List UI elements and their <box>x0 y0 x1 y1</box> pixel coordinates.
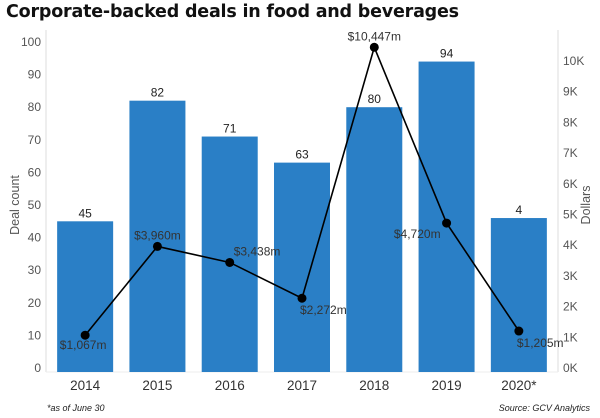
y-tick-label: 0 <box>34 361 41 375</box>
y2-tick-label: 10K <box>563 54 584 68</box>
bar <box>490 218 547 372</box>
y-tick-label: 40 <box>28 231 42 245</box>
y-tick-label: 10 <box>28 328 42 342</box>
bar-value-label: 82 <box>151 86 165 100</box>
dollar-point-label: $3,438m <box>234 244 281 258</box>
y-tick-label: 30 <box>28 263 42 277</box>
y2-tick-label: 0K <box>563 361 578 375</box>
x-tick-label: 2016 <box>215 378 245 393</box>
dollar-point <box>225 257 235 267</box>
y-tick-label: 60 <box>28 165 42 179</box>
dollar-point-label: $4,720m <box>394 227 441 241</box>
dollar-point-label: $3,960m <box>134 228 181 242</box>
dollar-point <box>369 42 379 52</box>
y2-tick-label: 1K <box>563 330 578 344</box>
x-tick-label: 2014 <box>70 378 101 393</box>
x-tick-label: 2020* <box>501 378 537 393</box>
dollar-point <box>152 241 162 251</box>
x-tick-label: 2017 <box>287 378 317 393</box>
y2-tick-label: 4K <box>563 238 578 252</box>
y2-tick-label: 2K <box>563 300 578 314</box>
y-tick-label: 80 <box>28 100 42 114</box>
y2-tick-label: 9K <box>563 85 578 99</box>
y2-tick-label: 8K <box>563 115 578 129</box>
labels: 45 82 71 63 80 94 4 $1,067m $3,960m $3,438m $2,272… <box>60 29 564 352</box>
axes: 0 10 20 30 40 50 60 70 80 90 100 0K 1K 2K 3K 4K 5K 6K 7K 8K… <box>8 30 593 393</box>
dollar-point-label: $2,272m <box>300 303 347 317</box>
y2-tick-label: 6K <box>563 177 578 191</box>
dollar-point <box>80 330 90 340</box>
bar-value-label: 80 <box>368 92 382 106</box>
y-tick-label: 90 <box>28 68 42 82</box>
y2-tick-label: 3K <box>563 269 578 283</box>
bar <box>274 162 330 372</box>
footnote: *as of June 30 <box>47 403 105 413</box>
y-tick-label: 70 <box>28 133 42 147</box>
y2-axis-title: Dollars <box>579 186 593 225</box>
bar <box>346 107 403 372</box>
dollar-line <box>80 42 524 340</box>
source-note: Source: GCV Analytics <box>498 403 590 413</box>
y-axis-title: Deal count <box>8 175 22 235</box>
bar-value-label: 63 <box>295 148 309 162</box>
bars <box>57 61 547 373</box>
bar <box>201 136 258 372</box>
x-tick-label: 2015 <box>142 378 172 393</box>
dollar-point-label: $1,067m <box>60 338 107 352</box>
chart-title: Corporate-backed deals in food and bever… <box>6 2 459 22</box>
bar <box>129 100 186 373</box>
bar <box>57 221 114 372</box>
bar-value-label: 4 <box>516 203 523 217</box>
dollar-point <box>297 293 307 303</box>
dollar-point-label: $10,447m <box>348 29 401 43</box>
y-tick-label: 50 <box>28 198 42 212</box>
y-tick-label: 20 <box>28 296 42 310</box>
y-tick-label: 100 <box>21 35 41 49</box>
bar-value-label: 45 <box>78 206 92 220</box>
y2-tick-label: 5K <box>563 208 578 222</box>
dollar-point <box>514 326 524 336</box>
bar-value-label: 71 <box>223 122 237 136</box>
bar <box>418 61 475 373</box>
x-tick-label: 2018 <box>359 378 389 393</box>
x-tick-label: 2019 <box>432 378 462 393</box>
bar-value-label: 94 <box>440 47 454 61</box>
dollar-point <box>442 218 452 228</box>
y2-tick-label: 7K <box>563 146 578 160</box>
dollar-point-label: $1,205m <box>517 336 564 350</box>
